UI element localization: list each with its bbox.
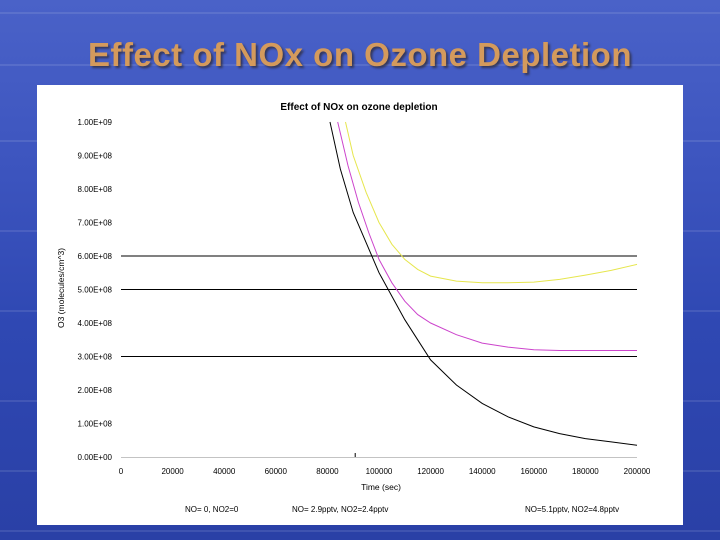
chart-title: Effect of NOx on ozone depletion (280, 102, 437, 113)
legend-entry-2: NO=5.1pptv, NO2=4.8pptv (525, 505, 619, 514)
x-tick-label: 160000 (520, 467, 547, 476)
legend-entry-0: NO= 0, NO2=0 (185, 505, 239, 514)
y-tick-label: 9.00E+08 (78, 152, 113, 161)
x-tick-layer: 0 20000 40000 60000 80000 100000 120000 140000 1… (119, 467, 651, 476)
series-layer (329, 121, 638, 446)
x-tick-label: 180000 (572, 467, 599, 476)
legend-entry-1: NO= 2.9pptv, NO2=2.4pptv (292, 505, 388, 514)
x-tick-label: 60000 (265, 467, 288, 476)
x-tick-label: 120000 (417, 467, 444, 476)
series-line-2 (345, 121, 638, 284)
x-tick-label: 40000 (213, 467, 236, 476)
series-line-0 (329, 121, 638, 446)
x-tick-label: 80000 (316, 467, 339, 476)
y-tick-label: 0.00E+00 (78, 453, 113, 462)
series-line-1 (337, 121, 637, 351)
y-tick-label: 1.00E+09 (78, 118, 113, 127)
chart-panel: Effect of NOx on ozone depletion 0.00E+0… (37, 85, 683, 525)
chart-svg: Effect of NOx on ozone depletion 0.00E+0… (56, 102, 651, 514)
x-axis-title: Time (sec) (361, 482, 401, 492)
x-tick-label: 100000 (366, 467, 393, 476)
y-tick-label: 8.00E+08 (78, 185, 113, 194)
x-tick-label: 200000 (624, 467, 651, 476)
x-tick-label: 0 (119, 467, 124, 476)
legend: NO= 0, NO2=0 NO= 2.9pptv, NO2=2.4pptv NO=5… (185, 505, 619, 514)
y-tick-label: 5.00E+08 (78, 286, 113, 295)
x-tick-label: 140000 (469, 467, 496, 476)
y-tick-label: 2.00E+08 (78, 386, 113, 395)
y-tick-layer: 0.00E+00 1.00E+08 2.00E+08 3.00E+08 4.00E+08… (78, 118, 113, 462)
y-tick-label: 4.00E+08 (78, 319, 113, 328)
y-tick-label: 3.00E+08 (78, 353, 113, 362)
y-tick-label: 6.00E+08 (78, 252, 113, 261)
slide-title: Effect of NOx on Ozone Depletion (87, 36, 633, 73)
y-tick-label: 1.00E+08 (78, 420, 113, 429)
y-tick-label: 7.00E+08 (78, 219, 113, 228)
y-axis-title: O3 (molecules/cm^3) (56, 248, 66, 328)
x-tick-label: 20000 (161, 467, 184, 476)
grid-layer (121, 255, 637, 458)
